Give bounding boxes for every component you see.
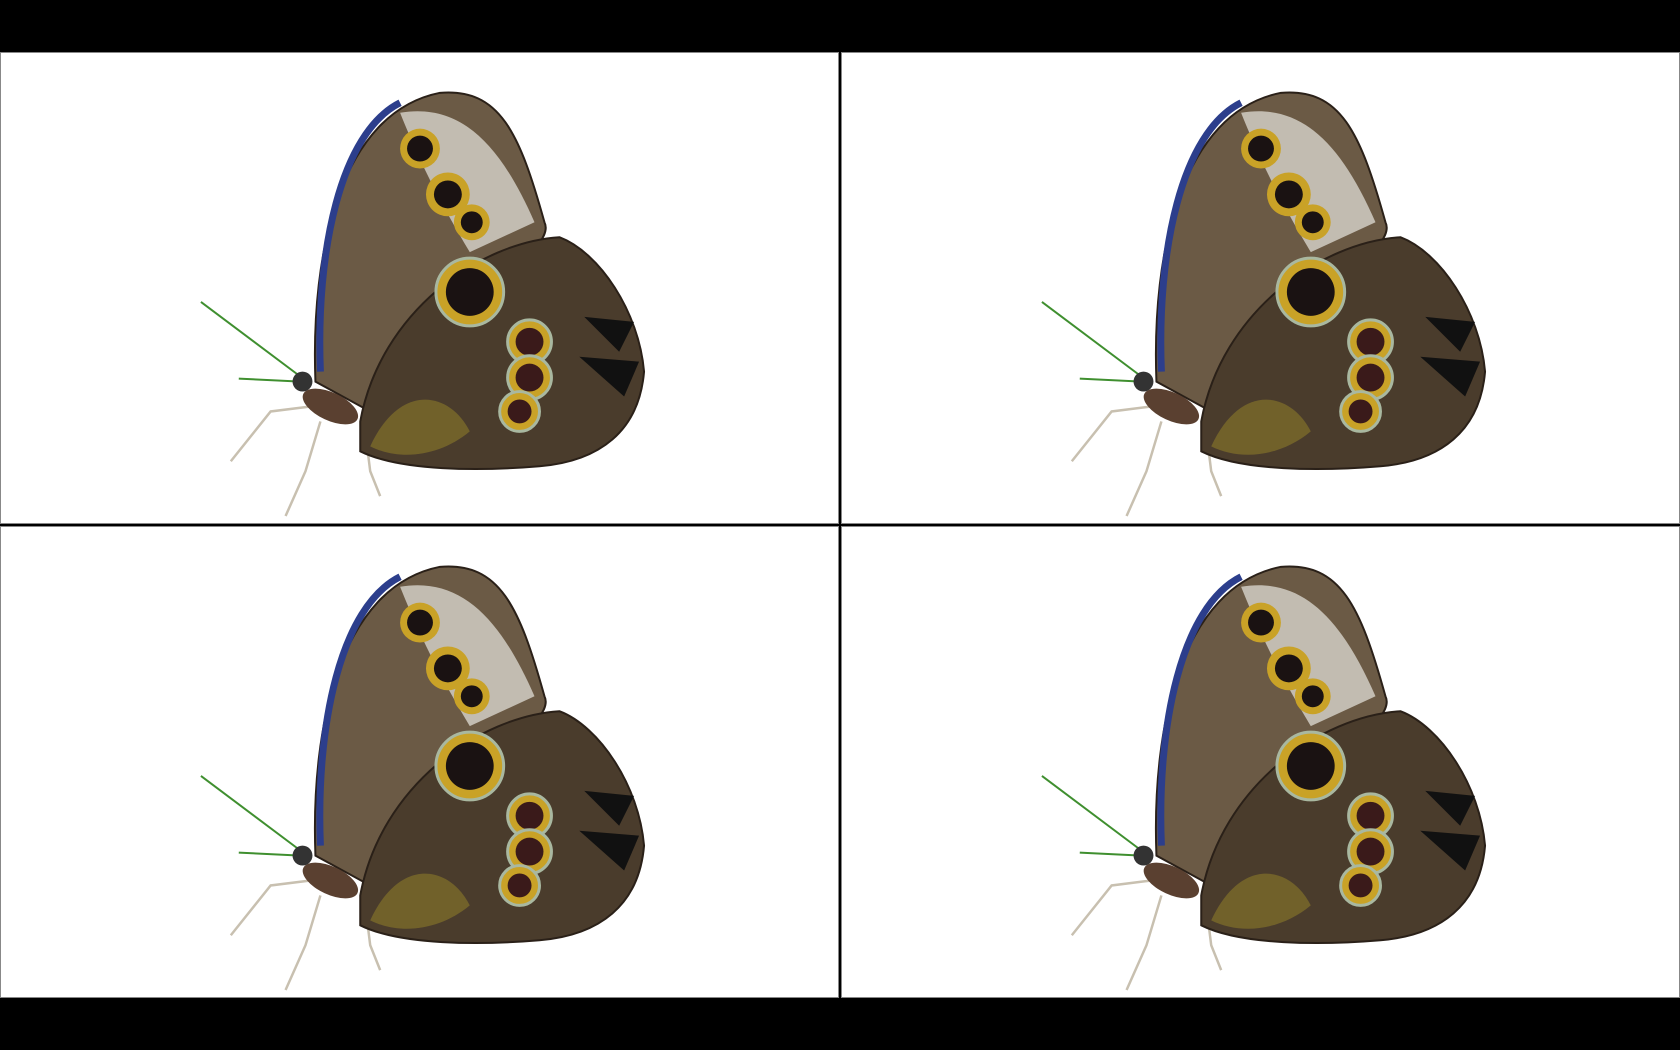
image-tile-bottom-right[interactable] (841, 526, 1680, 998)
butterfly-image (842, 53, 1679, 523)
butterfly-image (1, 527, 838, 997)
image-tile-top-right[interactable] (841, 52, 1680, 524)
image-grid (0, 51, 1680, 999)
butterfly-image (842, 527, 1679, 997)
butterfly-image (1, 53, 838, 523)
image-tile-bottom-left[interactable] (0, 526, 839, 998)
image-tile-top-left[interactable] (0, 52, 839, 524)
